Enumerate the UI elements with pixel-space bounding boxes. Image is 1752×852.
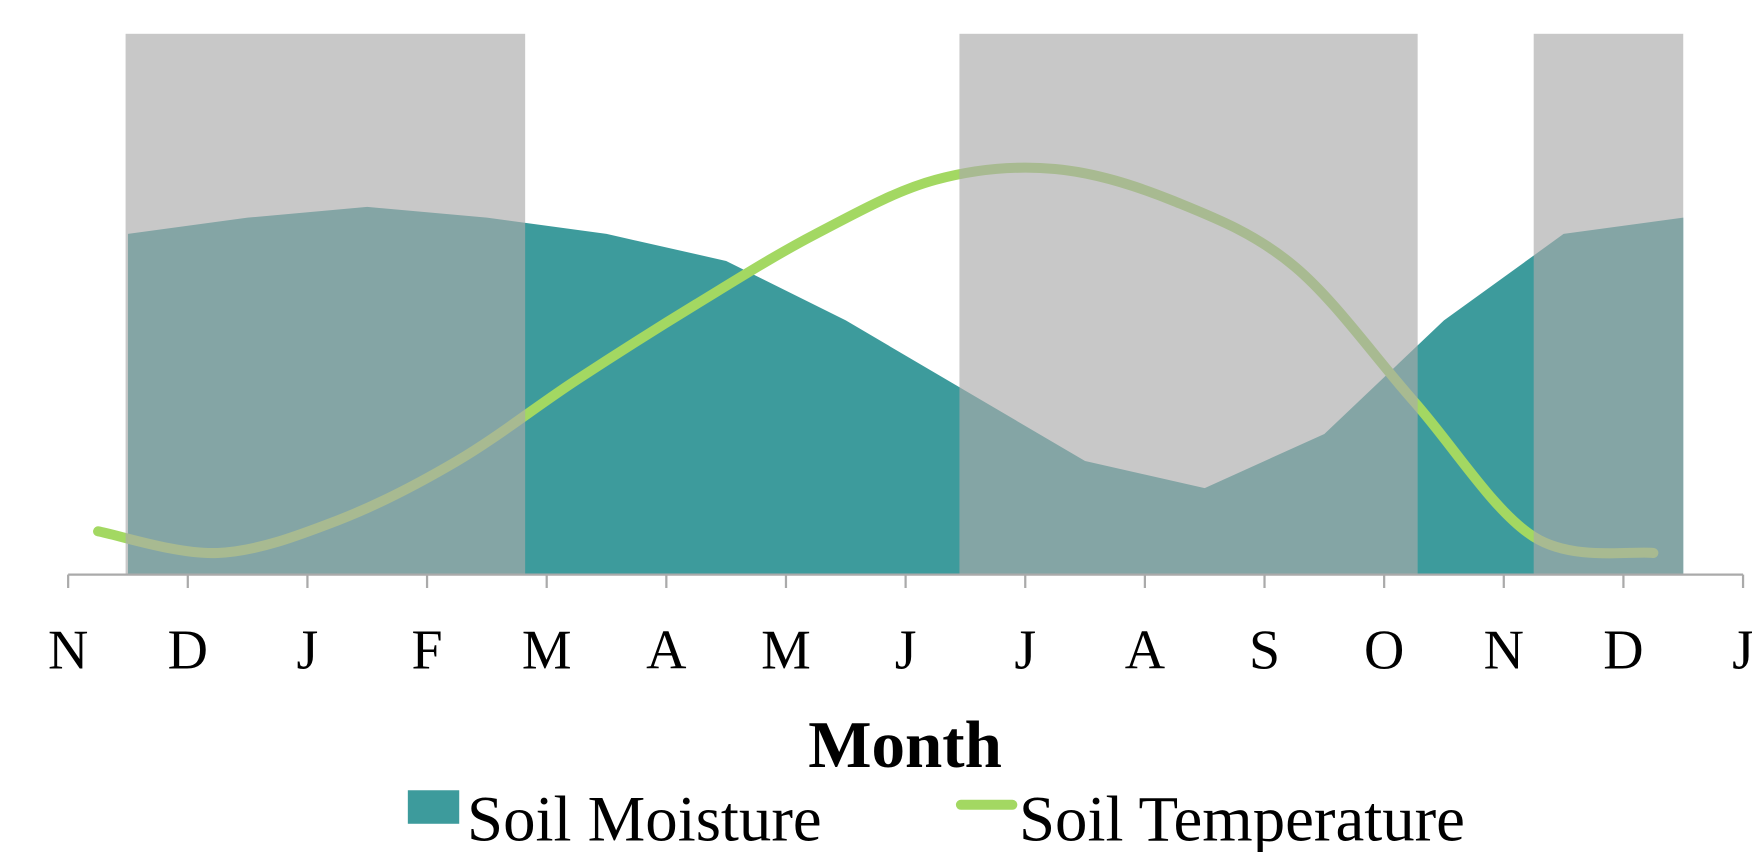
x-tick-label: D — [168, 619, 208, 681]
x-axis-title: Month — [808, 707, 1002, 782]
legend-label: Soil Temperature — [1019, 784, 1465, 852]
x-tick-label: O — [1364, 619, 1404, 681]
x-tick-label: A — [646, 619, 686, 681]
x-tick-label: S — [1249, 619, 1280, 681]
x-tick-label: N — [1484, 619, 1524, 681]
x-tick-label: N — [48, 619, 88, 681]
x-tick-label: J — [297, 619, 319, 681]
x-tick-label: D — [1603, 619, 1643, 681]
shaded-region — [959, 33, 1418, 575]
x-tick-label: M — [761, 619, 811, 681]
x-tick-label: J — [1732, 619, 1752, 681]
shaded-region — [1533, 33, 1684, 575]
x-tick-label: J — [1014, 619, 1036, 681]
x-tick-label: J — [895, 619, 917, 681]
x-tick-label: M — [522, 619, 572, 681]
x-tick-label: A — [1125, 619, 1165, 681]
x-tick-label: F — [412, 619, 443, 681]
legend-label: Soil Moisture — [467, 784, 822, 852]
shaded-region — [125, 33, 526, 575]
legend-swatch — [407, 790, 460, 824]
